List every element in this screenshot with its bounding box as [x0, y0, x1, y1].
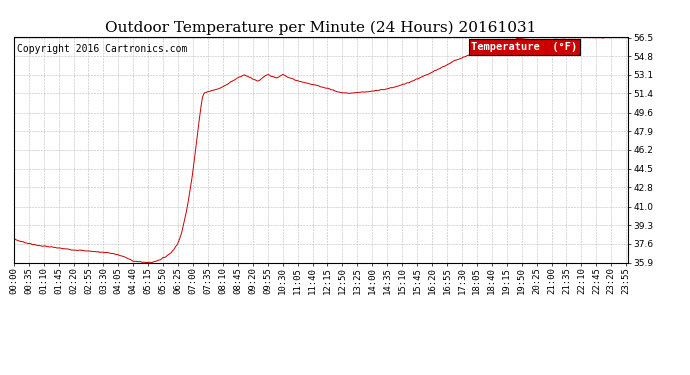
Text: Temperature  (°F): Temperature (°F)	[471, 42, 578, 52]
Title: Outdoor Temperature per Minute (24 Hours) 20161031: Outdoor Temperature per Minute (24 Hours…	[105, 21, 537, 35]
Text: Copyright 2016 Cartronics.com: Copyright 2016 Cartronics.com	[17, 44, 187, 54]
